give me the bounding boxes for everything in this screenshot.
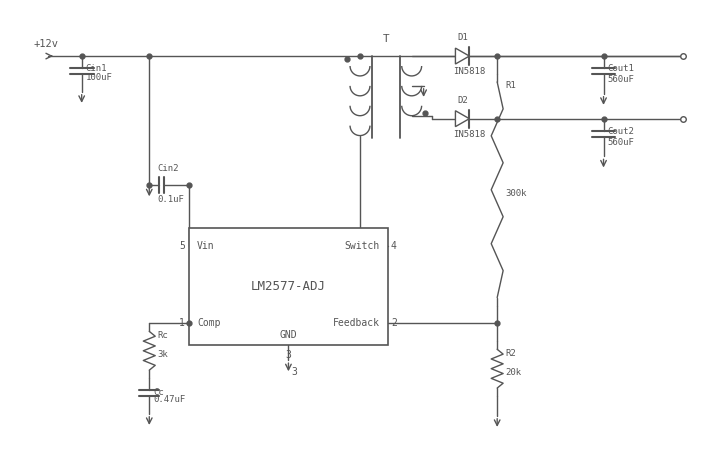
Text: 300k: 300k [505, 189, 526, 198]
Text: R1: R1 [505, 81, 516, 90]
Text: D1: D1 [457, 33, 468, 42]
Text: 3: 3 [291, 367, 297, 377]
Text: R2: R2 [505, 349, 516, 358]
Text: 560uF: 560uF [608, 138, 634, 147]
Text: Cin1: Cin1 [86, 64, 107, 73]
Text: Cc: Cc [154, 388, 164, 397]
Bar [189, 228, 388, 345]
Text: Cout1: Cout1 [608, 64, 634, 73]
Text: 2: 2 [391, 319, 397, 328]
Text: 0.1uF: 0.1uF [157, 195, 184, 204]
Text: GND: GND [280, 331, 297, 340]
Text: 4: 4 [391, 241, 397, 251]
Text: Cout2: Cout2 [608, 127, 634, 136]
Text: IN5818: IN5818 [454, 67, 486, 76]
Text: T: T [382, 34, 389, 44]
Polygon shape [456, 48, 469, 64]
Text: 100uF: 100uF [86, 74, 112, 82]
Text: 1: 1 [180, 319, 185, 328]
Text: Rc: Rc [157, 331, 168, 340]
Text: D2: D2 [457, 96, 468, 105]
Text: IN5818: IN5818 [454, 130, 486, 138]
Text: 3k: 3k [157, 350, 168, 359]
Text: Feedback: Feedback [333, 319, 380, 328]
Text: +12v: +12v [34, 39, 59, 49]
Text: Cin2: Cin2 [157, 164, 179, 173]
Text: Vin: Vin [197, 241, 215, 251]
Polygon shape [456, 111, 469, 127]
Text: 0.47uF: 0.47uF [154, 395, 185, 405]
Text: Switch: Switch [345, 241, 380, 251]
Text: 3: 3 [286, 350, 291, 360]
Text: Comp: Comp [197, 319, 221, 328]
Text: LM2577-ADJ: LM2577-ADJ [251, 280, 326, 293]
Text: 560uF: 560uF [608, 75, 634, 84]
Text: 20k: 20k [505, 368, 521, 377]
Text: 5: 5 [180, 241, 185, 251]
